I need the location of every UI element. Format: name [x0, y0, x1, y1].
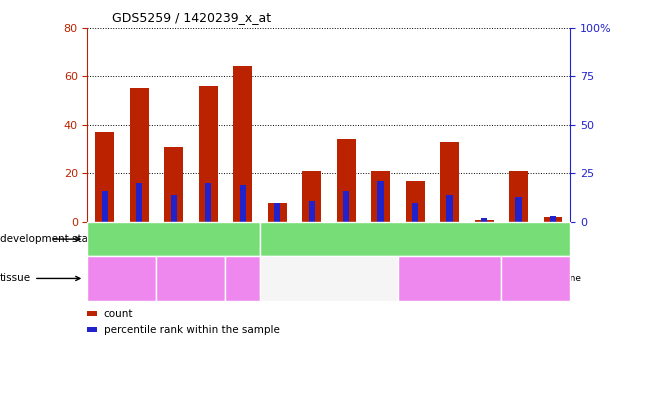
Text: adult: adult — [402, 234, 428, 244]
Text: percentile rank within the sample: percentile rank within the sample — [104, 325, 279, 334]
Bar — [205, 183, 211, 222]
Bar — [378, 181, 384, 222]
Bar — [240, 185, 246, 222]
Text: subventricular zone: subventricular zone — [491, 274, 581, 283]
Bar — [446, 195, 453, 222]
Bar — [274, 203, 280, 222]
Bar — [406, 181, 424, 222]
Bar — [371, 171, 390, 222]
Bar — [233, 66, 252, 222]
Text: ventral
forebrain: ventral forebrain — [167, 268, 214, 289]
Bar — [412, 203, 418, 222]
Text: tissue: tissue — [0, 274, 80, 283]
Text: development stage: development stage — [0, 234, 101, 244]
Bar — [440, 142, 459, 222]
Text: spinal
cord: spinal cord — [231, 269, 254, 288]
Bar — [199, 86, 218, 222]
Bar — [164, 147, 183, 222]
Text: count: count — [104, 309, 133, 319]
Bar — [268, 203, 286, 222]
Bar — [102, 191, 108, 222]
Text: neocortex: neocortex — [303, 274, 355, 283]
Bar — [550, 216, 556, 222]
Bar — [343, 191, 349, 222]
Bar — [136, 183, 143, 222]
Bar — [302, 171, 321, 222]
Bar — [95, 132, 114, 222]
Text: striatum: striatum — [428, 274, 472, 283]
Bar — [170, 195, 177, 222]
Text: GDS5259 / 1420239_x_at: GDS5259 / 1420239_x_at — [111, 11, 271, 24]
Bar — [130, 88, 148, 222]
Bar — [509, 171, 528, 222]
Bar — [481, 218, 487, 222]
Bar — [544, 217, 562, 222]
Bar — [515, 197, 522, 222]
Bar — [336, 140, 356, 222]
Bar — [308, 201, 315, 222]
Text: embryonic day E14.5: embryonic day E14.5 — [119, 234, 229, 244]
Text: dorsal
forebrain: dorsal forebrain — [98, 268, 146, 289]
Bar — [474, 220, 494, 222]
